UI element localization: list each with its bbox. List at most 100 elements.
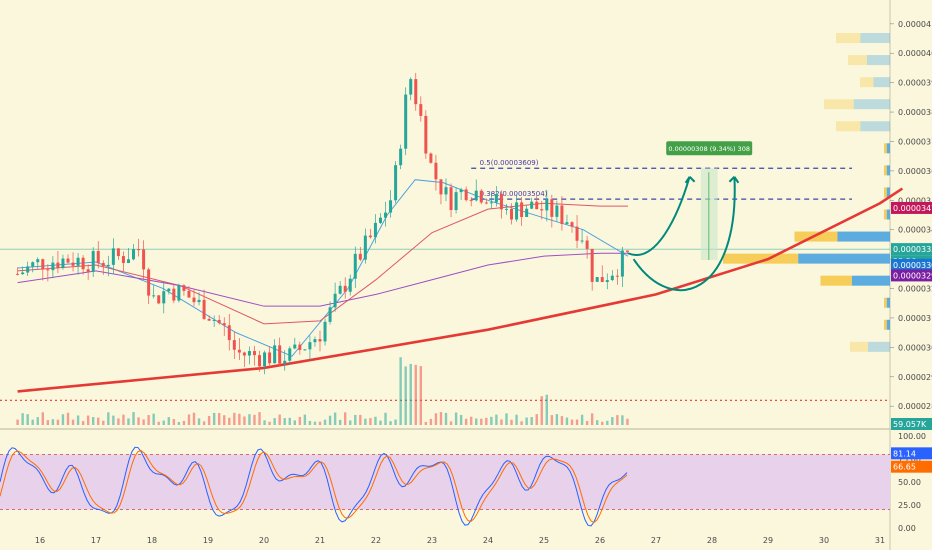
candle-body — [540, 209, 544, 211]
candle-body — [96, 251, 100, 264]
candle-body — [479, 190, 483, 203]
time-tick-label: 18 — [147, 536, 157, 545]
volume-bar — [248, 414, 251, 425]
volume-bar — [333, 412, 337, 425]
candle-body — [394, 165, 398, 201]
candle-body — [268, 352, 272, 364]
volume-bar — [545, 394, 548, 425]
volume-profile-bar-down — [884, 187, 887, 198]
candle-body — [132, 249, 136, 260]
candle-body — [293, 344, 297, 349]
time-tick-label: 27 — [651, 536, 661, 545]
candle-body — [192, 297, 196, 303]
volume-bar — [585, 421, 589, 425]
volume-bar — [308, 420, 312, 425]
volume-bar — [46, 420, 50, 425]
volume-bar — [253, 414, 256, 425]
volume-bar — [71, 419, 75, 425]
time-tick-label: 26 — [595, 536, 605, 545]
volume-bar — [369, 418, 372, 425]
volume-bar — [399, 357, 402, 425]
time-tick-label: 23 — [427, 536, 437, 545]
candle-body — [66, 258, 70, 263]
volume-bar — [555, 414, 559, 425]
volume-bar — [359, 414, 362, 425]
volume-bar — [515, 414, 518, 425]
time-tick-label: 31 — [875, 536, 885, 545]
time-tick-label: 16 — [35, 536, 45, 545]
candle-body — [313, 339, 317, 343]
price-tick-label: 0.00003700 — [898, 137, 932, 146]
candle-body — [434, 162, 438, 180]
volume-bar — [197, 418, 201, 425]
volume-bar — [26, 414, 29, 425]
time-tick-label: 24 — [483, 536, 493, 545]
candle-body — [101, 263, 105, 267]
candle-body — [535, 201, 539, 210]
volume-bar — [338, 419, 342, 425]
candle-body — [36, 259, 40, 263]
volume-bar — [81, 421, 85, 425]
volume-profile-bar-up — [886, 319, 890, 330]
candle-body — [31, 262, 35, 267]
volume-bars — [16, 357, 629, 425]
price-tick-label: 0.00003100 — [898, 314, 932, 323]
volume-bar — [162, 420, 165, 425]
candle-body — [106, 264, 110, 267]
price-axis: 0.00004100 0.00004000 0.00003900 0.00003800… — [890, 20, 932, 411]
candle-body — [459, 189, 463, 193]
volume-bar — [495, 414, 498, 425]
volume-profile-bar-up — [798, 253, 890, 264]
volume-bar — [51, 419, 55, 425]
price-tags: 0.000034740.0000333423:260.000033080.000… — [891, 201, 932, 430]
volume-bar — [570, 419, 574, 425]
candle-body — [610, 275, 614, 281]
candle-body — [515, 202, 519, 220]
price-tick-label: 0.00003500 — [898, 196, 932, 205]
projection-curve-1 — [627, 176, 691, 256]
volume-bar — [132, 412, 135, 425]
volume-bar — [485, 417, 488, 425]
volume-bar — [470, 416, 473, 425]
candle-body — [363, 235, 367, 260]
volume-bar — [596, 420, 599, 425]
volume-bar — [243, 416, 246, 425]
volume-bar — [122, 414, 125, 425]
candle-body — [152, 295, 156, 297]
volume-bar — [349, 420, 352, 425]
volume-bar — [233, 412, 236, 425]
candle-body — [91, 251, 95, 272]
candle-body — [217, 319, 221, 324]
oscillator-tick-label: 25.00 — [898, 501, 921, 510]
volume-bar — [459, 414, 463, 425]
volume-bar — [434, 413, 438, 425]
volume-bar — [172, 419, 176, 425]
volume-bar — [187, 414, 191, 425]
candle-body — [46, 269, 50, 271]
time-tick-label: 17 — [91, 536, 101, 545]
volume-profile-bar-down — [848, 55, 867, 66]
candle-body — [137, 249, 141, 251]
candle-body — [358, 253, 362, 260]
candle-body — [389, 200, 393, 213]
volume-bar — [590, 413, 594, 425]
volume-bar — [601, 421, 604, 425]
volume-bar — [278, 414, 281, 425]
candle-body — [51, 262, 55, 271]
volume-bar — [318, 421, 322, 425]
volume-profile-bar-up — [851, 275, 890, 286]
volume-bar — [192, 412, 196, 425]
candle-body — [378, 217, 382, 223]
price-tag-label: 0.00003474 — [893, 204, 932, 213]
price-tick-label: 0.00003000 — [898, 343, 932, 352]
candle-body — [464, 189, 468, 201]
volume-bar — [167, 417, 170, 425]
volume-bar — [293, 420, 296, 425]
volume-bar — [394, 419, 397, 425]
volume-bar — [565, 417, 569, 425]
volume-bar — [228, 417, 231, 425]
volume-bar — [323, 419, 327, 425]
volume-bar — [92, 417, 95, 425]
